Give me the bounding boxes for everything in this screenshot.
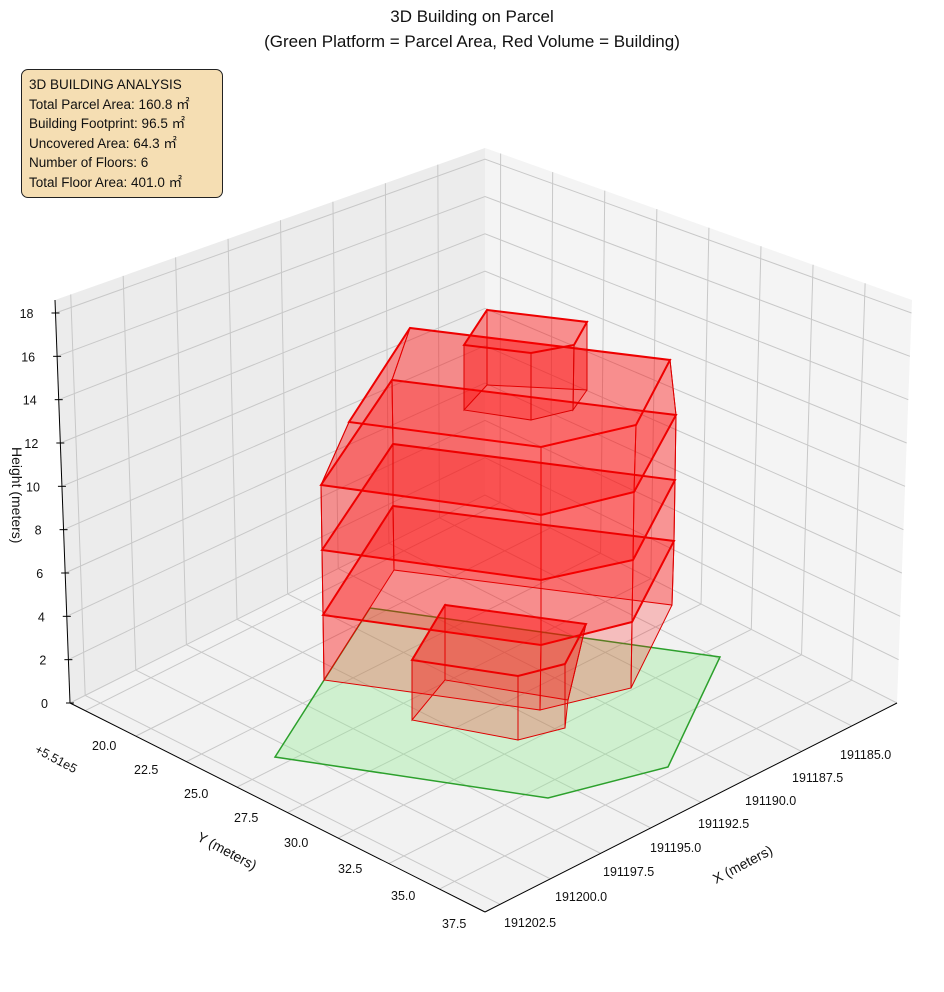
building-penthouse-side [463, 344, 532, 421]
gridline [338, 628, 752, 839]
gridline [227, 238, 238, 620]
x-tick-label: 191190.0 [745, 794, 796, 808]
y-tick-label: 25.0 [184, 787, 208, 801]
z-axis-label: Height (meters) [9, 447, 25, 543]
gridline [650, 209, 658, 579]
y-tick-label: 30.0 [284, 836, 308, 850]
z-tick-label: 14 [23, 394, 37, 408]
gridline [332, 201, 339, 569]
building-penthouse-side [530, 344, 575, 421]
gridline [236, 618, 652, 829]
y-axis [69, 702, 486, 913]
x-axis [484, 702, 898, 913]
analysis-box: 3D BUILDING ANALYSIS Total Parcel Area: … [21, 69, 223, 198]
gridline [186, 644, 601, 854]
y-tick-label: 27.5 [234, 811, 258, 825]
z-axis [54, 299, 71, 704]
back-right-pane [485, 148, 912, 703]
building-floor-top [320, 442, 677, 582]
z-tick-label: 16 [21, 350, 35, 364]
chart-title: 3D Building on Parcel [390, 7, 554, 26]
gridline [63, 345, 904, 531]
z-tick-label: 2 [39, 654, 46, 668]
z-tick-label: 4 [38, 610, 45, 624]
gridline [279, 220, 289, 594]
gridline [750, 246, 762, 630]
x-tick-label: 191197.5 [603, 865, 654, 879]
building-floor-top [347, 326, 672, 449]
gridline [70, 294, 86, 696]
gridline [55, 158, 912, 314]
gridline [499, 153, 502, 503]
gridline [338, 568, 752, 778]
x-tick-label: 191202.5 [504, 916, 556, 930]
chart-subtitle: (Green Platform = Parcel Area, Red Volum… [264, 32, 680, 51]
building-floor-top [319, 378, 678, 517]
y-offset-label: +5.51e5 [33, 742, 80, 776]
gridline [600, 190, 606, 554]
y-tick-label: 22.5 [134, 763, 158, 777]
building-penthouse-top [462, 308, 589, 355]
x-axis-label: X (meters) [710, 842, 775, 887]
analysis-line: Total Floor Area: 401.0 ㎡ [29, 174, 183, 190]
gridline [122, 275, 137, 671]
z-tick-label: 12 [24, 437, 38, 451]
gridline [61, 307, 906, 487]
y-tick-label: 37.5 [442, 917, 466, 931]
gridline [236, 578, 652, 788]
gridline [69, 494, 898, 704]
z-tick-label: 0 [41, 697, 48, 711]
gridline [388, 654, 802, 865]
z-tick-label: 8 [35, 524, 42, 538]
building-floor-top [321, 504, 676, 647]
gridline [60, 270, 907, 444]
gridline [64, 382, 903, 574]
gridline [84, 694, 501, 905]
gridline [186, 552, 601, 763]
gridline [68, 457, 899, 661]
z-tick-label: 6 [36, 567, 43, 581]
gridline [175, 257, 187, 645]
y-tick-label: 32.5 [338, 862, 362, 876]
x-tick-label: 191187.5 [792, 771, 843, 785]
gridline [439, 517, 853, 727]
gridline [801, 264, 814, 655]
x-tick-label: 191185.0 [840, 748, 891, 762]
y-axis-label: Y (meters) [195, 829, 260, 874]
back-left-pane [55, 148, 485, 703]
gridline [439, 679, 853, 890]
building-annex-side [517, 663, 566, 741]
gridline [700, 227, 710, 605]
gridline [135, 527, 551, 737]
analysis-line: Uncovered Area: 64.3 ㎡ [29, 135, 177, 151]
x-tick-label: 191200.0 [555, 890, 607, 904]
gridline [851, 283, 866, 681]
gridline [66, 419, 901, 617]
z-tick-label: 10 [26, 480, 40, 494]
building-annex-top [410, 603, 588, 678]
gridline [84, 502, 501, 712]
gridline [437, 164, 440, 518]
y-tick-label: 35.0 [391, 889, 415, 903]
z-tick-label: 18 [20, 307, 34, 321]
gridline [135, 669, 551, 880]
x-tick-label: 191192.5 [698, 817, 749, 831]
analysis-line: Building Footprint: 96.5 ㎡ [29, 116, 186, 131]
analysis-line: Number of Floors: 6 [29, 155, 149, 170]
gridline [56, 195, 911, 357]
analysis-heading: 3D BUILDING ANALYSIS [29, 77, 182, 92]
y-tick-label: 20.0 [92, 739, 116, 753]
gridline [58, 233, 909, 401]
x-tick-label: 191195.0 [650, 841, 701, 855]
analysis-line: Total Parcel Area: 160.8 ㎡ [29, 96, 190, 112]
